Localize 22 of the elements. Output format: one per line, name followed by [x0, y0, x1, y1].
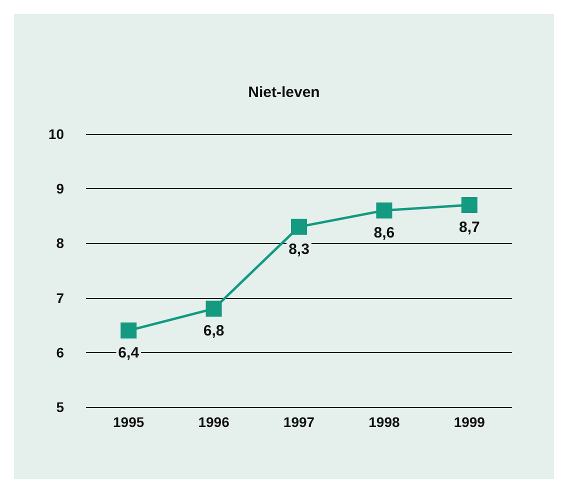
data-label: 8,3 [288, 240, 310, 258]
point [376, 202, 392, 218]
y-tick-label: 9 [56, 180, 64, 197]
y-tick-label: 7 [56, 290, 64, 306]
x-tick-label: 1996 [198, 414, 230, 430]
y-tick-label: 6 [56, 344, 64, 360]
x-tick-label: 1999 [454, 414, 486, 430]
point [461, 196, 478, 213]
chart-title: Niet-leven [248, 84, 320, 101]
x-tick-label: 1997 [283, 414, 315, 430]
point [120, 322, 137, 339]
data-label: 8,7 [458, 218, 480, 236]
data-label: 8,6 [374, 224, 395, 242]
point [206, 300, 222, 317]
x-tick-label: 1998 [368, 414, 400, 430]
x-tick-label: 1995 [113, 414, 144, 430]
y-tick-label: 10 [48, 126, 64, 142]
data-label: 6,8 [203, 322, 224, 340]
point [291, 218, 307, 235]
y-tick-label: 8 [56, 235, 64, 252]
data-label: 6,4 [118, 344, 140, 362]
y-tick-label: 5 [56, 399, 64, 415]
